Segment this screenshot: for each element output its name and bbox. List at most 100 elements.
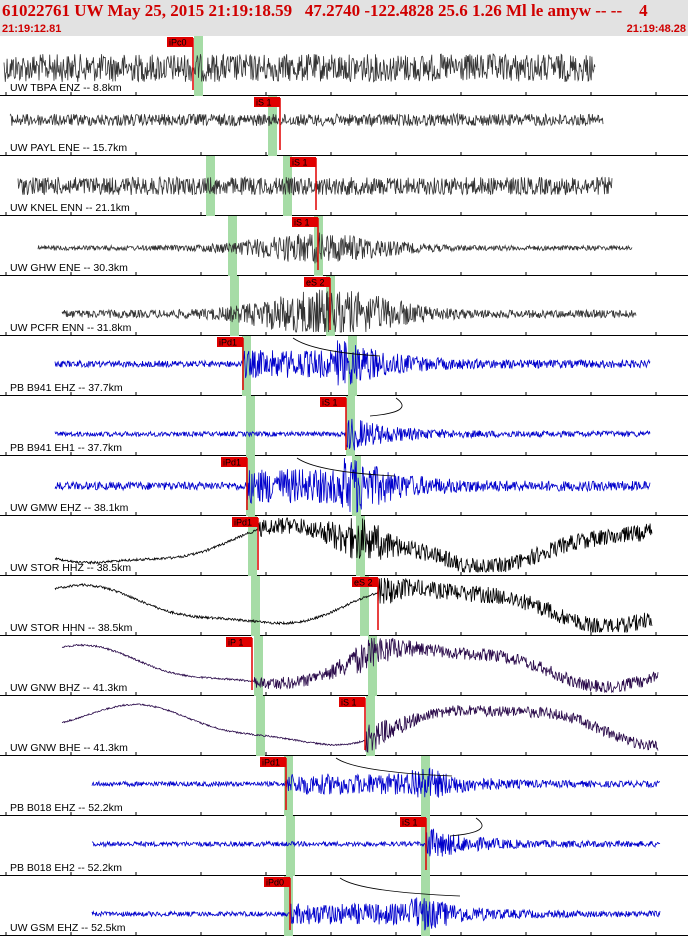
trace-row[interactable]: iPd1 UW GMW EHZ -- 38.1km xyxy=(0,456,688,516)
station-label: PB B018 EH2 -- 52.2km xyxy=(10,862,122,874)
waveform-trace[interactable] xyxy=(54,577,653,634)
pick-label-box[interactable] xyxy=(320,397,346,407)
pick-label-box[interactable] xyxy=(232,517,258,527)
coda-curve xyxy=(339,877,461,897)
seismogram-panel[interactable]: iPc0 UW TBPA ENZ -- 8.8km iS 1 UW PAYL ENE … xyxy=(0,36,688,938)
station-label: UW PAYL ENE -- 15.7km xyxy=(10,142,127,154)
pick-label-box[interactable] xyxy=(290,157,316,167)
station-label: UW STOR HHN -- 38.5km xyxy=(10,622,133,634)
pick-label: iS 1 xyxy=(402,818,418,828)
pick-label-box[interactable] xyxy=(217,337,243,347)
pick-label: iS 1 xyxy=(294,218,310,228)
pick-label-box[interactable] xyxy=(339,697,365,707)
pick-window xyxy=(346,396,355,456)
pick-window xyxy=(246,396,255,456)
trace-row[interactable]: iPd1 PB B018 EHZ -- 52.2km xyxy=(0,756,688,816)
pick-label-box[interactable] xyxy=(254,97,280,107)
pick-label-box[interactable] xyxy=(221,457,247,467)
start-time: 21:19:12.81 xyxy=(2,23,62,35)
station-label: PB B941 EH1 -- 37.7km xyxy=(10,442,122,454)
pick-label: iS 1 xyxy=(292,158,308,168)
pick-label-box[interactable] xyxy=(260,757,286,767)
pick-label-box[interactable] xyxy=(304,277,330,287)
trace-row[interactable]: iPd1 PB B941 EHZ -- 37.7km xyxy=(0,336,688,396)
station-label: UW STOR HHZ -- 38.5km xyxy=(10,562,131,574)
waveform-trace[interactable] xyxy=(91,828,661,857)
station-label: UW PCFR ENN -- 31.8km xyxy=(10,322,132,334)
waveform-trace[interactable] xyxy=(54,340,651,386)
pick-label-box[interactable] xyxy=(167,37,193,47)
trace-row[interactable]: iS 1 UW PAYL ENE -- 15.7km xyxy=(0,96,688,156)
waveform-trace[interactable] xyxy=(9,112,604,128)
pick-window xyxy=(368,636,377,696)
pick-label-box[interactable] xyxy=(400,817,426,827)
station-label: UW GNW BHE -- 41.3km xyxy=(10,742,128,754)
pick-window xyxy=(246,456,255,516)
pick-label: eS 2 xyxy=(306,278,325,288)
trace-row[interactable]: iS 1 UW GNW BHE -- 41.3km xyxy=(0,696,688,756)
pick-window xyxy=(360,576,369,636)
pick-window xyxy=(251,576,260,636)
pick-window xyxy=(366,696,375,756)
station-label: PB B941 EHZ -- 37.7km xyxy=(10,382,123,394)
pick-label: iPd1 xyxy=(234,518,252,528)
trace-row[interactable]: iS 1 PB B941 EH1 -- 37.7km xyxy=(0,396,688,456)
pick-window xyxy=(284,876,293,936)
pick-label: iPc0 xyxy=(169,38,187,48)
pick-window xyxy=(268,96,277,156)
pick-label-box[interactable] xyxy=(352,577,378,587)
coda-curve xyxy=(292,337,381,357)
waveform-trace[interactable] xyxy=(54,517,653,573)
pick-label: iPd1 xyxy=(262,758,280,768)
waveform-trace[interactable] xyxy=(91,767,661,798)
pick-label: iS 1 xyxy=(256,98,272,108)
pick-label: iS 1 xyxy=(322,398,338,408)
trace-row[interactable]: iPc0 UW TBPA ENZ -- 8.8km xyxy=(0,36,688,96)
trace-row[interactable]: iS 1 UW GHW ENE -- 30.3km xyxy=(0,216,688,276)
waveform-trace[interactable] xyxy=(3,53,596,83)
waveform-trace[interactable] xyxy=(37,232,633,264)
pick-label-box[interactable] xyxy=(292,217,318,227)
pick-label-box[interactable] xyxy=(264,877,290,887)
waveform-trace[interactable] xyxy=(54,457,651,513)
pick-label: iPd1 xyxy=(219,338,237,348)
waveform-trace[interactable] xyxy=(61,703,659,753)
station-label: PB B018 EHZ -- 52.2km xyxy=(10,802,123,814)
coda-curve xyxy=(335,757,453,777)
coda-curve xyxy=(449,817,483,837)
end-time: 21:19:48.28 xyxy=(626,23,686,35)
trace-row[interactable]: eS 2 UW STOR HHN -- 38.5km xyxy=(0,576,688,636)
pick-window xyxy=(248,516,257,576)
pick-window xyxy=(356,516,365,576)
trace-row[interactable]: iP 1 UW GNW BHZ -- 41.3km xyxy=(0,636,688,696)
station-label: UW GNW BHZ -- 41.3km xyxy=(10,682,128,694)
trace-row[interactable]: iPd0 UW GSM EHZ -- 52.5km xyxy=(0,876,688,936)
trace-row[interactable]: iPd1 UW STOR HHZ -- 38.5km xyxy=(0,516,688,576)
trace-row[interactable]: eS 2 UW PCFR ENN -- 31.8km xyxy=(0,276,688,336)
waveform-trace[interactable] xyxy=(91,897,661,931)
station-label: UW TBPA ENZ -- 8.8km xyxy=(10,82,122,94)
waveform-trace[interactable] xyxy=(17,175,613,196)
pick-window xyxy=(254,636,263,696)
pick-window xyxy=(230,276,239,336)
event-header: 61022761 UW May 25, 2015 21:19:18.59 47.… xyxy=(0,0,688,36)
coda-curve xyxy=(369,397,403,417)
station-label: UW GMW EHZ -- 38.1km xyxy=(10,502,129,514)
waveform-trace[interactable] xyxy=(61,637,659,694)
station-label: UW KNEL ENN -- 21.1km xyxy=(10,202,130,214)
pick-label: iPd1 xyxy=(223,458,241,468)
waveform-trace[interactable] xyxy=(54,418,651,451)
pick-label: eS 2 xyxy=(354,578,373,588)
trace-row[interactable]: iS 1 UW KNEL ENN -- 21.1km xyxy=(0,156,688,216)
waveform-trace[interactable] xyxy=(61,289,637,333)
event-title: 61022761 UW May 25, 2015 21:19:18.59 47.… xyxy=(2,1,648,20)
pick-label: iP 1 xyxy=(228,638,243,648)
coda-curve xyxy=(296,457,396,477)
station-label: UW GHW ENE -- 30.3km xyxy=(10,262,128,274)
station-label: UW GSM EHZ -- 52.5km xyxy=(10,922,126,934)
pick-window xyxy=(256,696,265,756)
pick-label-box[interactable] xyxy=(226,637,252,647)
pick-window xyxy=(286,816,295,876)
trace-row[interactable]: iS 1 PB B018 EH2 -- 52.2km xyxy=(0,816,688,876)
pick-label: iS 1 xyxy=(341,698,357,708)
